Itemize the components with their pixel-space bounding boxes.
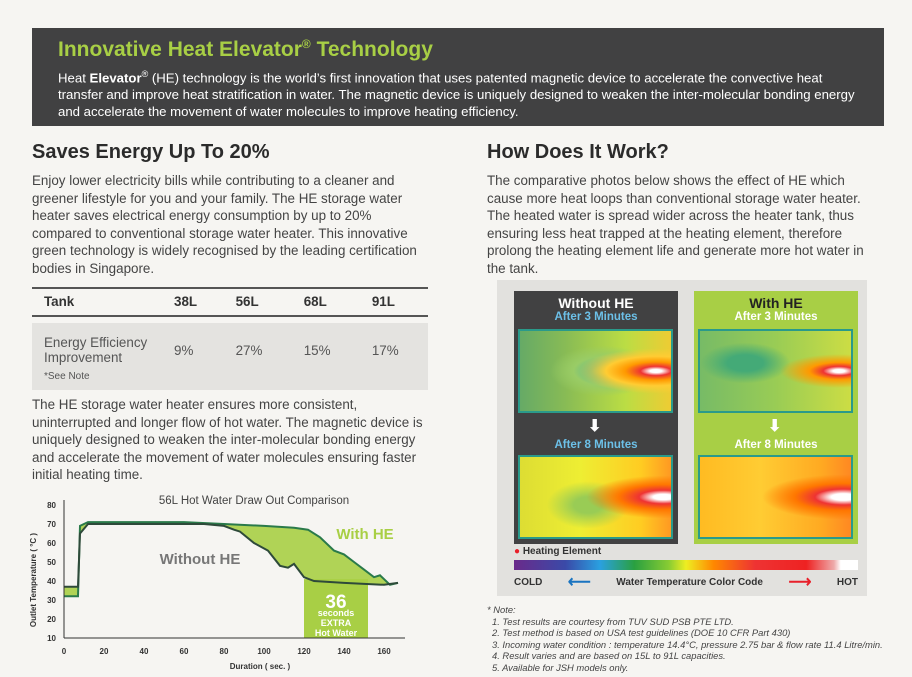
saves-energy-heading: Saves Energy Up To 20% <box>32 141 270 163</box>
x-axis-label: Duration ( sec. ) <box>230 662 291 671</box>
with-he-box: With HE After 3 Minutes ⬇ After 8 Minute… <box>694 291 858 544</box>
cold-arrow-icon: ⟵ <box>567 574 591 591</box>
how-it-works-text: The comparative photos below shows the e… <box>487 173 864 276</box>
temperature-color-bar <box>514 560 858 570</box>
extra-seconds-caption: seconds <box>318 608 355 618</box>
heating-element-legend: ● Heating Element <box>514 546 602 557</box>
difference-area <box>64 522 398 597</box>
y-tick-label: 10 <box>47 634 56 643</box>
x-tick-label: 0 <box>62 647 67 656</box>
banner-title: Innovative Heat Elevator® Technology <box>58 37 433 61</box>
draw-out-chart: 0 20 40 60 80 100 120 140 160 10 20 30 40 50 60 70 80 56L… <box>29 495 405 671</box>
down-arrow-icon: ⬇ <box>588 418 602 435</box>
extra-hot-water-bar <box>304 579 368 638</box>
series-label-without-he: Without HE <box>160 551 241 568</box>
thermal-image-with-8min <box>698 455 853 539</box>
x-tick-label: 160 <box>377 647 391 656</box>
series-label-with-he: With HE <box>336 526 393 543</box>
flow-text: The HE storage water heater ensures more… <box>32 397 423 482</box>
efficiency-table: Tank 38L 56L 68L 91L Energy Efficiency Impro… <box>32 287 428 390</box>
without-he-box: Without HE After 3 Minutes ⬇ After 8 Min… <box>514 291 678 544</box>
banner-text: Heat Elevator® (HE) technology is the wo… <box>58 69 855 120</box>
saves-energy-text: Enjoy lower electricity bills while cont… <box>32 173 417 276</box>
series-line-with-he <box>64 521 399 598</box>
x-tick-label: 140 <box>337 647 351 656</box>
y-tick-label: 30 <box>47 596 56 605</box>
extra-seconds-caption: Hot Water <box>315 628 358 638</box>
table-row: Energy Efficiency Improvement *See Note 9… <box>32 323 428 390</box>
chart-title: 56L Hot Water Draw Out Comparison <box>159 495 349 507</box>
footnotes: * Note: 1. Test results are courtesy fro… <box>487 604 883 673</box>
comparison-panel: Without HE After 3 Minutes ⬇ After 8 Min… <box>497 280 867 596</box>
x-tick-label: 60 <box>180 647 189 656</box>
x-tick-label: 20 <box>100 647 109 656</box>
x-tick-label: 120 <box>297 647 311 656</box>
y-tick-label: 80 <box>47 501 56 510</box>
extra-seconds-caption: EXTRA <box>321 618 352 628</box>
y-tick-label: 60 <box>47 539 56 548</box>
intro-banner: Innovative Heat Elevator® Technology Hea… <box>32 28 884 126</box>
x-tick-label: 40 <box>140 647 149 656</box>
y-tick-label: 20 <box>47 615 56 624</box>
x-tick-label: 80 <box>220 647 229 656</box>
thermal-image-with-3min <box>698 329 853 413</box>
y-tick-label: 50 <box>47 558 56 567</box>
thermal-image-without-8min <box>518 455 673 539</box>
hot-arrow-icon: ⟶ <box>788 574 812 591</box>
extra-seconds-number: 36 <box>325 592 346 613</box>
y-axis-label: Outlet Temperature ( °C ) <box>29 533 38 628</box>
heating-element-dot-icon: ● <box>514 546 521 557</box>
down-arrow-icon: ⬇ <box>768 418 782 435</box>
y-tick-label: 40 <box>47 577 56 586</box>
thermal-image-without-3min <box>518 329 673 413</box>
x-tick-label: 100 <box>257 647 271 656</box>
y-tick-label: 70 <box>47 520 56 529</box>
how-it-works-heading: How Does It Work? <box>487 141 669 163</box>
series-line-without-he <box>64 523 399 588</box>
